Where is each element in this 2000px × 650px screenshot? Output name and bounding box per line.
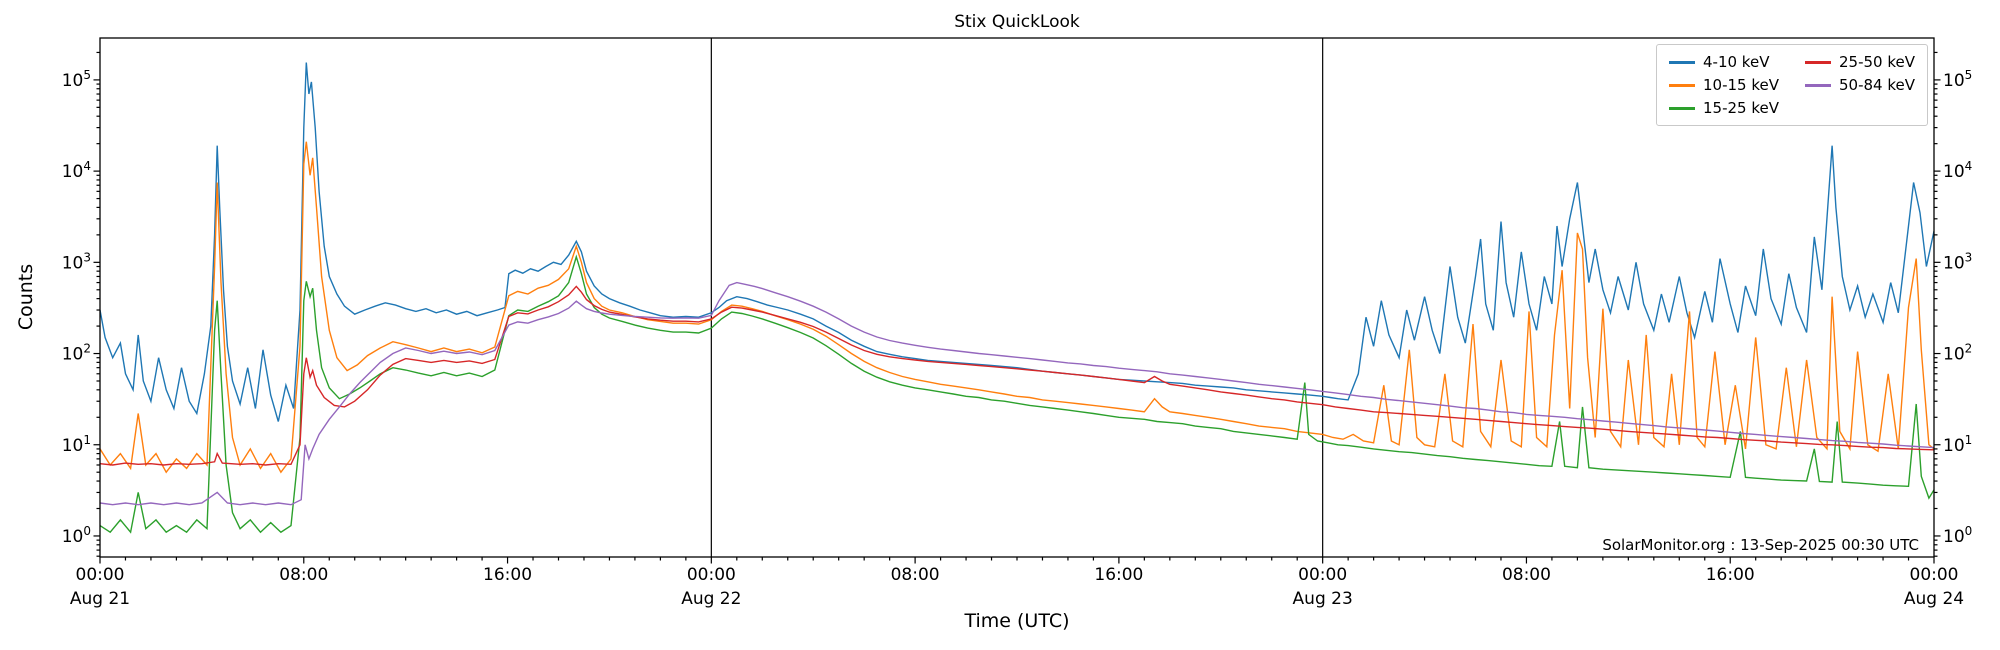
y-tick-label: 102 xyxy=(62,342,91,365)
plot-frame xyxy=(99,37,1935,558)
tick-labels: 00:00 Aug 21 08:00 16:00 00:00 Aug 22 08:00 16:… xyxy=(62,68,1973,609)
legend-label: 25-50 keV xyxy=(1839,53,1915,71)
x-tick-label: 08:00 xyxy=(279,565,328,585)
y-tick-label: 105 xyxy=(62,68,91,91)
legend-swatch xyxy=(1669,106,1695,110)
day-label: Aug 24 xyxy=(1904,589,1964,609)
legend-label: 50-84 keV xyxy=(1839,76,1915,94)
legend-item: 10-15 keV xyxy=(1669,76,1779,94)
y-tick-label: 104 xyxy=(1943,159,1972,182)
y-tick-label: 101 xyxy=(1943,433,1972,456)
legend-item: 50-84 keV xyxy=(1805,76,1915,94)
x-tick-label: 00:00 xyxy=(1298,565,1347,585)
series-line xyxy=(100,281,1934,506)
x-tick-label: 16:00 xyxy=(1094,565,1143,585)
series-line xyxy=(100,254,1934,534)
watermark-annotation: SolarMonitor.org : 13-Sep-2025 00:30 UTC xyxy=(1597,535,1924,555)
x-axis-label: Time (UTC) xyxy=(964,610,1070,632)
y-tick-label: 103 xyxy=(62,250,91,273)
day-label: Aug 23 xyxy=(1293,589,1353,609)
legend-swatch xyxy=(1805,60,1831,64)
y-tick-label: 101 xyxy=(62,433,91,456)
legend-swatch xyxy=(1805,83,1831,87)
y-tick-label: 103 xyxy=(1943,250,1972,273)
chart-title: Stix QuickLook xyxy=(954,12,1080,32)
y-tick-label: 105 xyxy=(1943,68,1972,91)
x-tick-label: 16:00 xyxy=(1706,565,1755,585)
series-line xyxy=(100,62,1934,422)
series-line xyxy=(100,285,1934,466)
x-tick-label: 08:00 xyxy=(891,565,940,585)
legend-label: 4-10 keV xyxy=(1703,53,1770,71)
legend-swatch xyxy=(1669,60,1695,64)
day-label: Aug 22 xyxy=(681,589,741,609)
y-tick-label: 100 xyxy=(62,524,91,547)
x-tick-label: 00:00 xyxy=(76,565,125,585)
y-tick-label: 102 xyxy=(1943,342,1972,365)
legend-label: 15-25 keV xyxy=(1703,99,1779,117)
x-tick-label: 00:00 xyxy=(687,565,736,585)
legend-swatch xyxy=(1669,83,1695,87)
legend: 4-10 keV 10-15 keV 15-25 keV 25-50 keV 50-84… xyxy=(1656,44,1928,126)
x-tick-label: 16:00 xyxy=(483,565,532,585)
legend-item: 15-25 keV xyxy=(1669,99,1779,117)
day-label: Aug 21 xyxy=(70,589,130,609)
series-lines xyxy=(100,62,1934,534)
y-axis-label: Counts xyxy=(15,263,37,331)
legend-item: 25-50 keV xyxy=(1805,53,1915,71)
y-tick-label: 104 xyxy=(62,159,91,182)
legend-item: 4-10 keV xyxy=(1669,53,1779,71)
x-tick-label: 08:00 xyxy=(1502,565,1551,585)
y-tick-label: 100 xyxy=(1943,524,1972,547)
series-line xyxy=(100,141,1934,474)
legend-label: 10-15 keV xyxy=(1703,76,1779,94)
x-tick-label: 00:00 xyxy=(1910,565,1959,585)
